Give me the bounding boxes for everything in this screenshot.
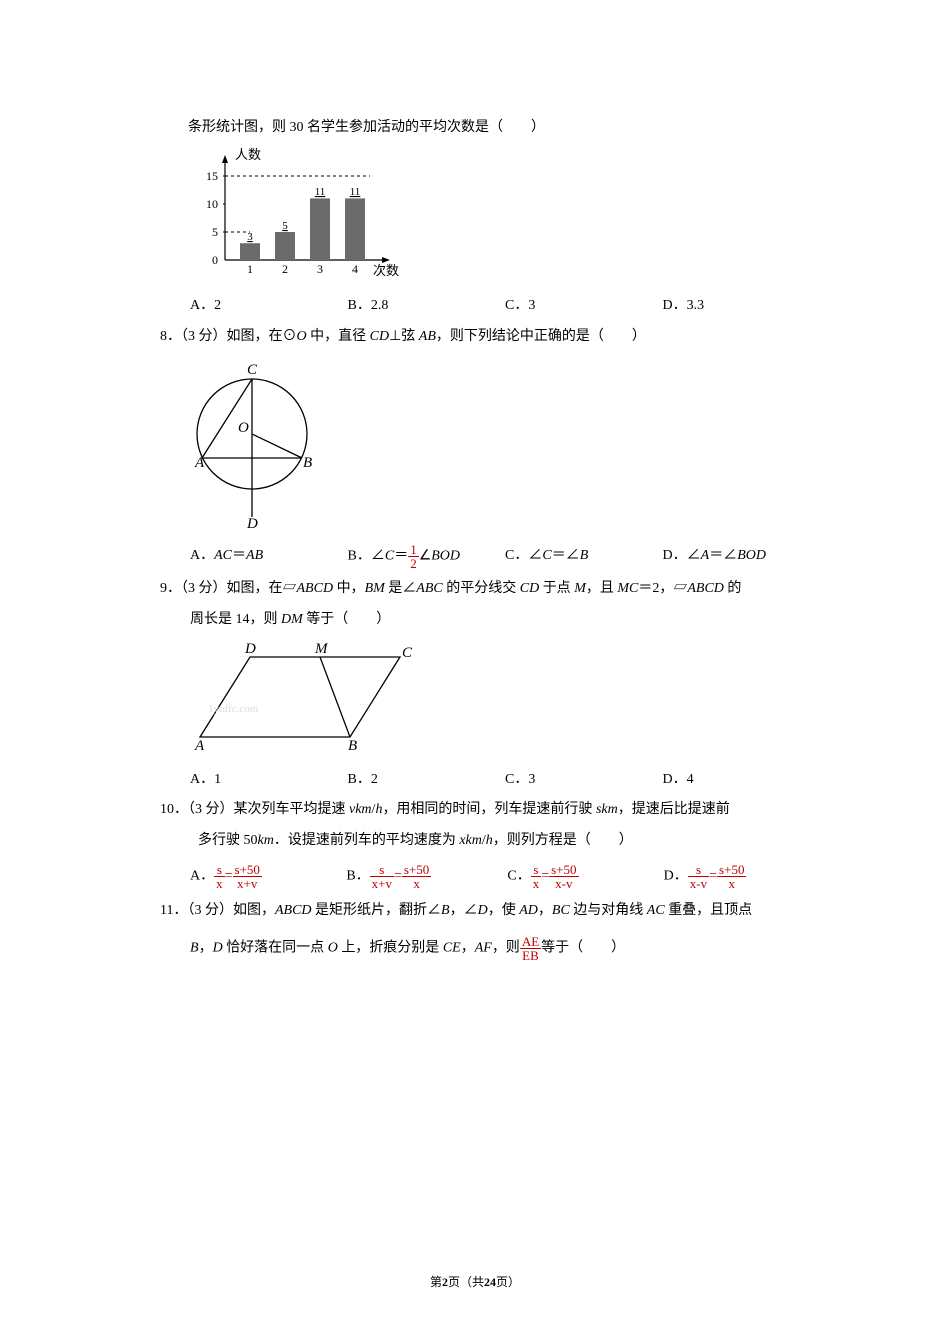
q10-choice-b: B．sx+v=s+50x xyxy=(346,863,507,890)
svg-text:5: 5 xyxy=(282,220,288,232)
svg-text:11: 11 xyxy=(350,186,361,198)
q8-choice-c: C．∠C＝∠B xyxy=(505,543,663,570)
q9-choice-d: D．4 xyxy=(663,767,821,792)
svg-text:A: A xyxy=(194,455,205,471)
q7-choice-c: C．3 xyxy=(505,293,663,318)
q10-text-1: 10．（3 分）某次列车平均提速 vkm/h，用相同的时间，列车提速前行驶 sk… xyxy=(160,797,820,822)
q7-choice-b: B．2.8 xyxy=(348,293,506,318)
q11-text-2: B，D 恰好落在同一点 O 上，折痕分别是 CE，AF，则AEEB等于（ ） xyxy=(160,935,820,962)
svg-text:1: 1 xyxy=(247,262,253,276)
q7-choices: A．2 B．2.8 C．3 D．3.3 xyxy=(160,293,820,318)
svg-text:B: B xyxy=(303,455,312,471)
q7-chart: 0 5 10 15 3 1 5 2 11 3 11 4 人数 次数 xyxy=(190,145,820,288)
svg-text:10: 10 xyxy=(206,197,218,211)
svg-text:0: 0 xyxy=(212,253,218,267)
q9-choices: A．1 B．2 C．3 D．4 xyxy=(160,767,820,792)
q10-choice-a: A．sx=s+50x+v xyxy=(190,863,346,890)
svg-text:C: C xyxy=(247,362,258,378)
svg-text:2: 2 xyxy=(282,262,288,276)
q8-text: 8．（3 分）如图，在⊙O 中，直径 CD⊥弦 AB，则下列结论中正确的是（ ） xyxy=(160,324,820,349)
svg-text:15: 15 xyxy=(206,169,218,183)
q8-choice-b: B．∠C＝12∠BOD xyxy=(348,543,506,570)
q8-choice-d: D．∠A＝∠BOD xyxy=(663,543,821,570)
svg-text:A: A xyxy=(194,738,205,752)
svg-text:11: 11 xyxy=(315,186,326,198)
q8-diagram: C A B D O xyxy=(190,354,820,538)
q7-choice-a: A．2 xyxy=(190,293,348,318)
page-footer: 第2页（共24页） xyxy=(0,1272,950,1294)
svg-text:B: B xyxy=(348,738,357,752)
q9-text-2: 周长是 14，则 DM 等于（ ） xyxy=(160,607,820,632)
q9-choice-c: C．3 xyxy=(505,767,663,792)
q9-choice-a: A．1 xyxy=(190,767,348,792)
q8-choice-a: A．AC＝AB xyxy=(190,543,348,570)
svg-text:次数: 次数 xyxy=(373,263,399,278)
q7-choice-d: D．3.3 xyxy=(663,293,821,318)
q10-choices: A．sx=s+50x+v B．sx+v=s+50x C．sx=s+50x-v D… xyxy=(160,863,820,890)
q10-choice-c: C．sx=s+50x-v xyxy=(507,863,663,890)
q9-text: 9．（3 分）如图，在▱ABCD 中，BM 是∠ABC 的平分线交 CD 于点 … xyxy=(160,576,820,601)
svg-text:人数: 人数 xyxy=(235,147,261,162)
q9-choice-b: B．2 xyxy=(348,767,506,792)
q11-text-1: 11．（3 分）如图，ABCD 是矩形纸片，翻折∠B，∠D，使 AD，BC 边与… xyxy=(160,898,820,923)
q10-text-2: 多行驶 50km．设提速前列车的平均速度为 xkm/h，则列方程是（ ） xyxy=(160,828,820,853)
q10-choice-d: D．sx-v=s+50x xyxy=(664,863,820,890)
svg-text:D: D xyxy=(244,641,256,657)
svg-text:3: 3 xyxy=(247,231,253,243)
q8-choices: A．AC＝AB B．∠C＝12∠BOD C．∠C＝∠B D．∠A＝∠BOD xyxy=(160,543,820,570)
svg-text:O: O xyxy=(238,420,249,436)
svg-text:1yoffc.com: 1yoffc.com xyxy=(208,703,259,715)
q9-diagram: A B C D M 1yoffc.com xyxy=(190,637,820,761)
q7-tail: 条形统计图，则 30 名学生参加活动的平均次数是（ ） xyxy=(160,115,820,140)
svg-text:M: M xyxy=(314,641,329,657)
svg-text:4: 4 xyxy=(352,262,358,276)
svg-text:D: D xyxy=(246,516,258,529)
svg-text:C: C xyxy=(402,645,413,661)
svg-text:3: 3 xyxy=(317,262,323,276)
svg-text:5: 5 xyxy=(212,225,218,239)
